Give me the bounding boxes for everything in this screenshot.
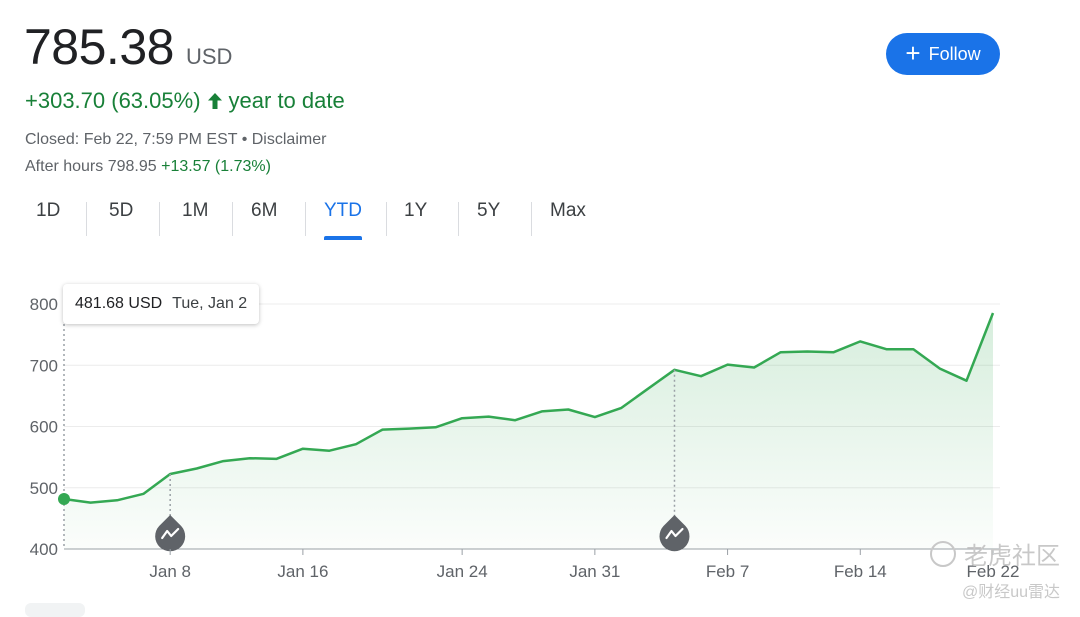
change-period: year to date bbox=[228, 88, 345, 113]
current-price: 785.38 bbox=[24, 19, 174, 75]
y-tick-label: 600 bbox=[30, 418, 58, 437]
plus-icon: + bbox=[905, 37, 921, 68]
y-tick-label: 700 bbox=[30, 356, 58, 375]
tab-divider bbox=[531, 202, 532, 236]
follow-button[interactable]: + Follow bbox=[886, 33, 1000, 75]
y-tick-label: 400 bbox=[30, 540, 58, 559]
arrow-up-icon bbox=[207, 92, 223, 110]
x-tick-label: Feb 14 bbox=[834, 562, 887, 581]
price-header: 785.38 USD bbox=[24, 18, 232, 76]
closed-info: Closed: Feb 22, 7:59 PM EST • Disclaimer bbox=[25, 131, 326, 149]
tab-5d[interactable]: 5D bbox=[109, 200, 134, 221]
x-tick-label: Feb 7 bbox=[706, 562, 749, 581]
tab-1m[interactable]: 1M bbox=[182, 200, 209, 221]
tab-max[interactable]: Max bbox=[550, 200, 586, 221]
tab-1d[interactable]: 1D bbox=[36, 200, 61, 221]
currency-label: USD bbox=[185, 44, 233, 69]
tab-divider bbox=[386, 202, 387, 236]
watermark: 老虎社区 bbox=[930, 536, 1060, 571]
active-tab-indicator bbox=[324, 236, 362, 240]
x-tick-label: Jan 8 bbox=[149, 562, 191, 581]
closed-text: Closed: Feb 22, 7:59 PM EST • Disclaimer bbox=[25, 131, 327, 148]
after-hours-label: After hours 798.95 bbox=[25, 158, 157, 175]
price-change: +303.70 (63.05%) bbox=[25, 88, 201, 113]
x-tick-label: Jan 16 bbox=[277, 562, 328, 581]
tooltip-date: Tue, Jan 2 bbox=[172, 295, 248, 312]
partial-button[interactable] bbox=[25, 603, 85, 617]
tab-1y[interactable]: 1Y bbox=[404, 200, 428, 221]
after-hours-info: After hours 798.95 +13.57 (1.73%) bbox=[25, 158, 271, 176]
price-chart[interactable]: 400 500 600 700 800 Jan 8 Jan 16 Jan 24 Jan 31 Fe… bbox=[0, 270, 1080, 590]
y-tick-label: 800 bbox=[30, 295, 58, 314]
x-tick-label: Jan 31 bbox=[569, 562, 620, 581]
after-hours-change: +13.57 (1.73%) bbox=[161, 158, 271, 175]
tab-divider bbox=[86, 202, 87, 236]
tiger-logo-icon bbox=[930, 540, 956, 567]
tab-divider bbox=[232, 202, 233, 236]
change-row: +303.70 (63.05%) year to date bbox=[25, 88, 345, 114]
tooltip-value: 481.68 USD bbox=[75, 295, 163, 312]
tab-divider bbox=[458, 202, 459, 236]
price-line bbox=[63, 312, 995, 504]
y-tick-label: 500 bbox=[30, 479, 58, 498]
tab-ytd[interactable]: YTD bbox=[324, 200, 362, 240]
watermark-handle: @财经uu雷达 bbox=[961, 584, 1060, 601]
chart-tooltip: 481.68 USD Tue, Jan 2 bbox=[63, 284, 260, 324]
x-tick-label: Jan 24 bbox=[437, 562, 488, 581]
follow-button-label: Follow bbox=[928, 43, 981, 64]
highlight-point bbox=[58, 492, 70, 505]
watermark-text: 老虎社区 bbox=[964, 543, 1060, 570]
event-marker-icon[interactable] bbox=[155, 515, 186, 552]
event-marker-icon[interactable] bbox=[659, 515, 690, 552]
tab-divider bbox=[305, 202, 306, 236]
tab-6m[interactable]: 6M bbox=[251, 200, 278, 221]
tab-5y[interactable]: 5Y bbox=[477, 200, 501, 221]
price-area bbox=[64, 313, 993, 549]
x-tick-label: Feb 22 bbox=[967, 562, 1020, 581]
tab-divider bbox=[159, 202, 160, 236]
